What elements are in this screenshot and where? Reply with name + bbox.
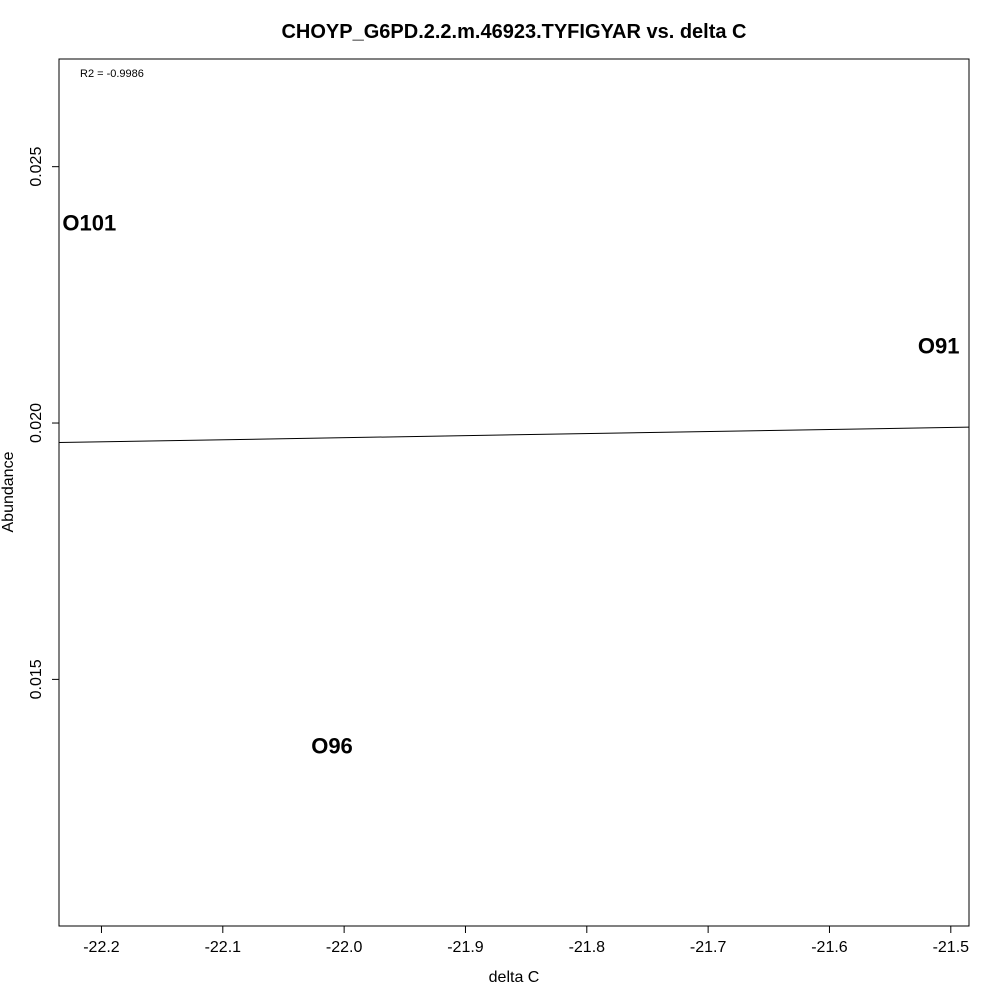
x-tick-label: -21.6 — [811, 939, 848, 956]
y-axis-label: Abundance — [0, 451, 17, 532]
chart-title: CHOYP_G6PD.2.2.m.46923.TYFIGYAR vs. delt… — [281, 21, 746, 43]
x-axis: -22.2 -22.1 -22.0 -21.9 -21.8 -21.7 -21.6 -21.5 — [83, 926, 969, 956]
x-tick-label: -21.7 — [690, 939, 727, 956]
plot-frame — [58, 58, 970, 927]
x-tick-label: -22.2 — [83, 939, 120, 956]
y-axis: 0.015 0.020 0.025 — [28, 147, 59, 699]
x-tick-label: -22.1 — [205, 939, 242, 956]
point-label-o101: O101 — [62, 211, 116, 236]
x-tick-label: -21.8 — [569, 939, 606, 956]
point-label-o96: O96 — [311, 734, 353, 759]
r2-annotation: R2 = -0.9986 — [80, 68, 144, 80]
y-tick-label: 0.025 — [28, 147, 45, 187]
point-labels: O101 O91 O96 — [62, 211, 959, 759]
x-axis-label: delta C — [489, 969, 540, 986]
x-tick-label: -21.5 — [933, 939, 970, 956]
x-tick-label: -22.0 — [326, 939, 363, 956]
y-tick-label: 0.015 — [28, 659, 45, 699]
regression-line — [58, 426, 970, 444]
x-tick-label: -21.9 — [447, 939, 484, 956]
y-tick-label: 0.020 — [28, 403, 45, 443]
point-label-o91: O91 — [918, 334, 960, 359]
